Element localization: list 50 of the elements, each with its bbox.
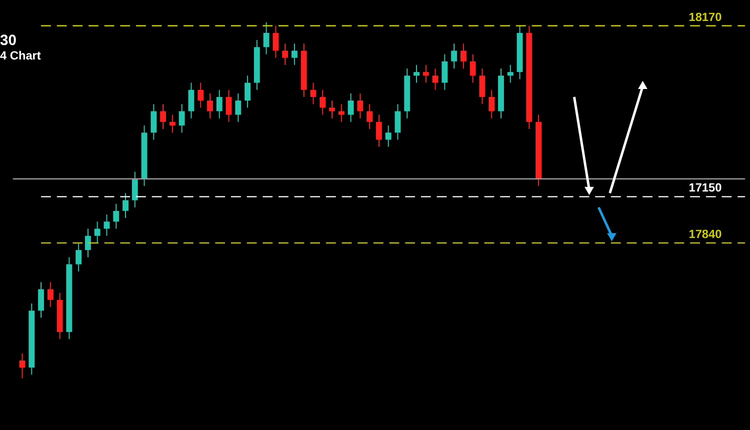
candlestick [479, 68, 486, 105]
candlestick [470, 54, 476, 84]
text: 18170 [688, 10, 722, 24]
candlestick [422, 64, 429, 84]
candlestick [272, 25, 279, 58]
text: 17150 [688, 180, 722, 195]
text: 30 [0, 32, 16, 49]
candlestick [113, 203, 120, 230]
candlestick [178, 104, 185, 134]
candlestick [169, 114, 176, 134]
candlestick [357, 92, 364, 119]
candlestick [414, 64, 420, 84]
candlestick [451, 43, 458, 69]
candlestick [488, 89, 495, 119]
candlestick [329, 100, 335, 119]
candlestick [226, 89, 232, 122]
candlestick [366, 104, 373, 130]
candlestick [442, 54, 448, 90]
candlestick [150, 104, 157, 140]
candlestick [188, 82, 194, 119]
candlestick [47, 282, 54, 308]
candlestick [198, 82, 204, 108]
candlestick [216, 89, 222, 119]
candlestick [132, 171, 138, 208]
candlestick [244, 75, 251, 108]
candlestick [385, 124, 392, 148]
candlestick [235, 92, 242, 122]
candlestick [38, 282, 44, 318]
candlestick [19, 352, 26, 379]
candlestick [104, 214, 110, 236]
candlestick [94, 221, 100, 244]
candlestick [207, 92, 213, 119]
text: 4 Chart [0, 48, 41, 63]
candlestick [76, 242, 82, 272]
candlestick [338, 104, 344, 122]
candlestick [282, 43, 288, 66]
candlestick [394, 104, 401, 140]
candlestick [376, 114, 382, 148]
candlestick [292, 43, 298, 66]
candlestick [160, 104, 166, 130]
candlestick [460, 43, 466, 69]
candlestick [84, 228, 91, 258]
candlestick [348, 92, 354, 122]
candlestick [310, 82, 316, 105]
candlestick [320, 89, 326, 116]
candlestick [263, 22, 270, 55]
candlestick [122, 192, 128, 219]
candlestick [507, 64, 514, 84]
candlestick [432, 68, 438, 90]
text: 17840 [688, 227, 722, 241]
